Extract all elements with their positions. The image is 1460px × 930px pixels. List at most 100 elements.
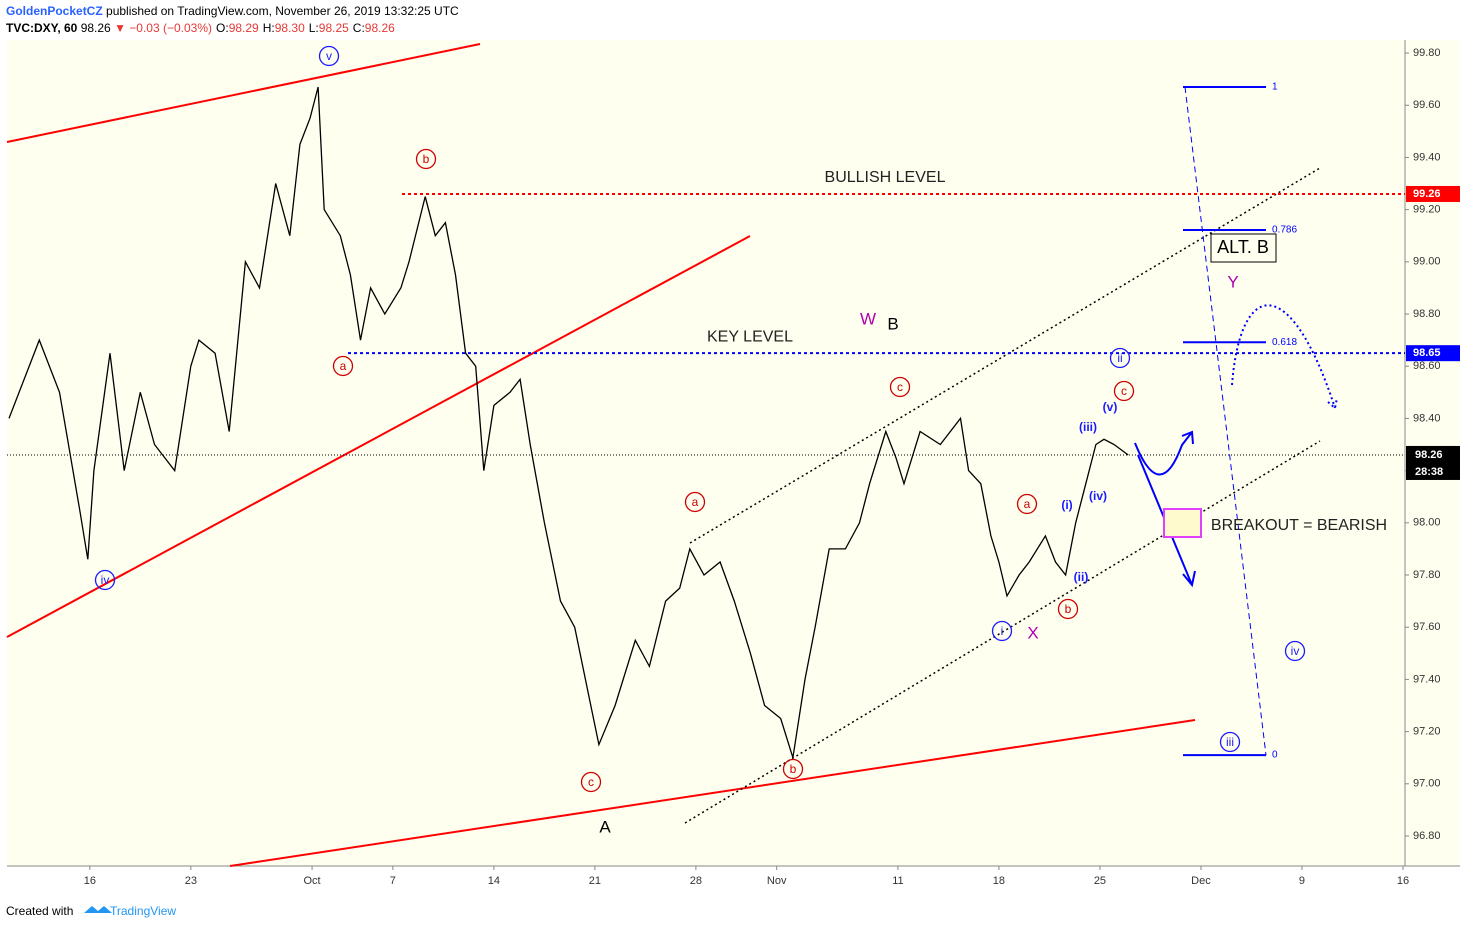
wave-label: (v) [1103, 400, 1118, 414]
y-tick-label: 99.60 [1413, 99, 1441, 111]
y-tick-label: 97.00 [1413, 778, 1441, 790]
wave-label: B [887, 314, 898, 333]
y-tick-label: 97.80 [1413, 569, 1441, 581]
footer-brand[interactable]: TradingView [110, 904, 176, 918]
alt-box [1210, 233, 1277, 263]
wave-label: b [423, 152, 430, 166]
ohlc-key: H: [263, 21, 275, 35]
note: ALT. B [1217, 237, 1269, 257]
price-badge-label: 98.26 [1415, 449, 1443, 461]
plot-bg [7, 40, 1405, 866]
price-badge [1406, 185, 1460, 202]
wave-label: b [1065, 602, 1072, 616]
countdown: 28:38 [1415, 466, 1443, 478]
wave-label: a [692, 495, 699, 509]
y-tick-label: 99.80 [1413, 47, 1441, 59]
wave-label: W [860, 309, 876, 328]
wave-circle [318, 45, 340, 67]
arrow [1231, 304, 1338, 410]
wave-label: iv [101, 573, 110, 587]
wave-circle [94, 569, 116, 591]
wave-label: Y [1227, 272, 1238, 291]
trend-line [229, 719, 1196, 867]
level-name: BULLISH LEVEL [825, 169, 946, 186]
header-line2: TVC:DXY, 60 98.26 ▼ −0.03 (−0.03%) O:98.2… [6, 21, 395, 35]
wave-circle [889, 376, 911, 398]
y-tick-label: 99.40 [1413, 151, 1441, 163]
wave-circle [1109, 347, 1131, 369]
y-tick-label: 98.40 [1413, 412, 1441, 424]
wave-label: iv [1291, 644, 1300, 658]
x-tick-label: 23 [185, 875, 197, 887]
ohlc-key: O: [216, 21, 229, 35]
ohlc-value: 98.30 [275, 21, 305, 35]
wave-label: c [588, 775, 594, 789]
ohlc-key: L: [309, 21, 319, 35]
y-tick-label: 97.60 [1413, 621, 1441, 633]
ohlc-key: C: [353, 21, 365, 35]
price-badge-label: 98.65 [1413, 347, 1441, 359]
y-tick-label: 99.20 [1413, 204, 1441, 216]
ohlc-value: 98.29 [229, 21, 259, 35]
x-tick-label: Oct [303, 875, 320, 887]
fib-label: 0 [1272, 750, 1278, 761]
x-tick-label: Nov [767, 875, 787, 887]
y-tick-label: 97.20 [1413, 726, 1441, 738]
wave-label: a [1024, 497, 1031, 511]
x-tick-label: 28 [690, 875, 702, 887]
wave-label: a [340, 359, 347, 373]
wave-label: c [1121, 384, 1127, 398]
y-tick-label: 98.00 [1413, 517, 1441, 529]
wave-label: (i) [1061, 498, 1072, 512]
y-tick-label: 97.40 [1413, 673, 1441, 685]
wave-label: (iv) [1089, 489, 1107, 503]
wave-circle [991, 620, 1013, 642]
symbol: TVC:DXY, 60 [6, 21, 78, 35]
wave-label: ii [1117, 351, 1122, 365]
price-badge-label: 99.26 [1413, 188, 1441, 200]
fib-label: 1 [1272, 82, 1278, 93]
price: 98.26 [81, 21, 111, 35]
note: BREAKOUT = BEARISH [1211, 517, 1387, 534]
channel-line [684, 440, 1321, 824]
wave-circle [1219, 731, 1241, 753]
price-badge [1406, 345, 1460, 362]
wave-label: A [599, 817, 611, 836]
wave-label: iii [1226, 735, 1234, 749]
logo [84, 906, 112, 913]
y-tick-label: 98.80 [1413, 308, 1441, 320]
ohlc-value: 98.25 [319, 21, 349, 35]
trend-line [6, 235, 751, 638]
wave-circle [684, 491, 706, 513]
wave-label: (ii) [1074, 570, 1089, 584]
wave-circle [332, 355, 354, 377]
wave-label: i [1001, 624, 1004, 638]
y-tick-label: 96.80 [1413, 830, 1441, 842]
header-line1: GoldenPocketCZ published on TradingView.… [6, 4, 459, 18]
ohlc-value: 98.26 [365, 21, 395, 35]
y-tick-label: 98.60 [1413, 360, 1441, 372]
wave-circle [1057, 598, 1079, 620]
wave-circle [1284, 640, 1306, 662]
wave-circle [1113, 380, 1135, 402]
x-tick-label: 7 [390, 875, 396, 887]
x-tick-label: 14 [488, 875, 500, 887]
x-tick-label: 16 [84, 875, 96, 887]
wave-label: c [897, 380, 903, 394]
fib-label: 0.786 [1272, 225, 1297, 236]
arrow [1134, 430, 1194, 476]
x-tick-label: 11 [892, 875, 903, 887]
published: published on TradingView.com, November 2… [106, 4, 459, 18]
wave-label: b [790, 762, 797, 776]
x-tick-label: 18 [993, 875, 1005, 887]
y-tick-label: 99.00 [1413, 256, 1441, 268]
trend-line [6, 43, 481, 143]
level-name: KEY LEVEL [707, 328, 793, 345]
price-badge [1406, 445, 1460, 480]
wave-circle [580, 771, 602, 793]
fib-diagonal [1184, 86, 1267, 756]
change: ▼ −0.03 (−0.03%) [114, 21, 212, 35]
x-tick-label: 25 [1094, 875, 1106, 887]
wave-label: X [1027, 623, 1038, 642]
